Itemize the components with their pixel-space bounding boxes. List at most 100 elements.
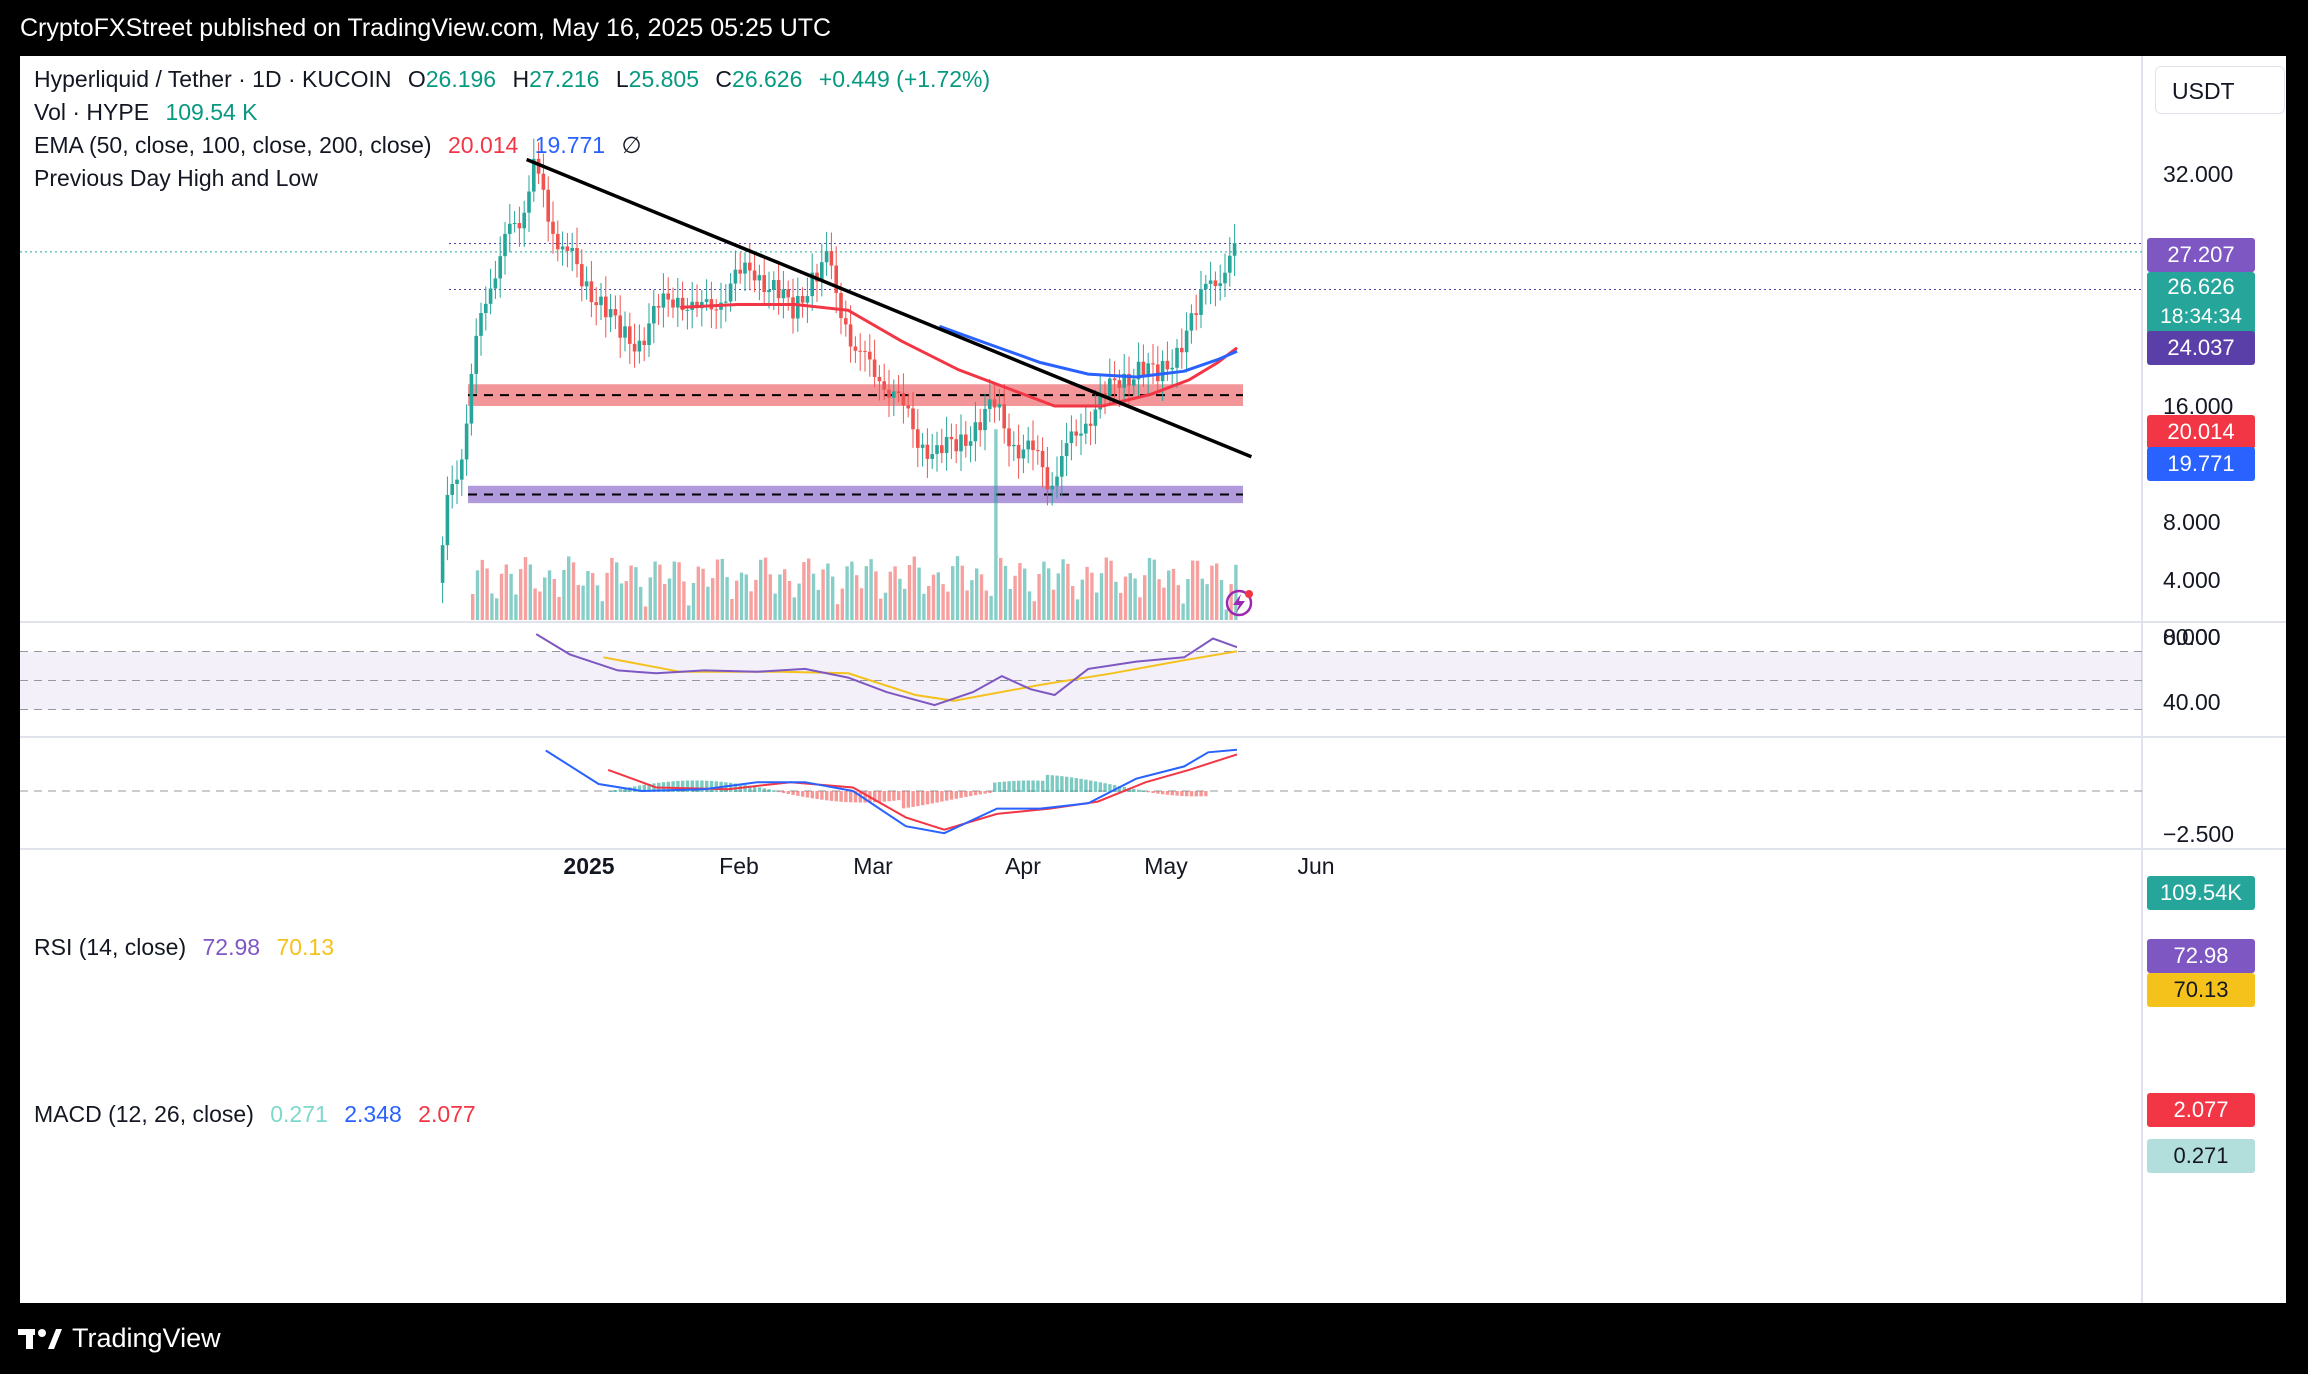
legend-macd-label[interactable]: MACD (12, 26, close) [34, 1101, 254, 1127]
macd-histogram-bar [676, 780, 680, 792]
candle-body [1036, 450, 1040, 452]
volume-bar [720, 558, 724, 620]
eye-slash-icon[interactable]: ∅ [621, 132, 642, 158]
volume-bar [629, 565, 633, 620]
candle-body [1180, 347, 1184, 353]
volume-bar [682, 581, 686, 620]
macd-histogram-bar [671, 781, 675, 792]
volume-bar [1023, 568, 1027, 620]
candle-body [608, 309, 613, 318]
lightning-icon-bolt [1233, 594, 1245, 613]
chart-frame[interactable]: 32.00016.00012.0008.0004.0000.00080.0040… [20, 56, 2286, 1303]
legend-vol-label[interactable]: Vol · HYPE [34, 99, 150, 125]
candle-body [959, 434, 963, 452]
candle-body [1194, 313, 1198, 315]
legend-macd-signal: 2.077 [418, 1101, 476, 1127]
macd-histogram-bar [1098, 782, 1102, 792]
candle-body [964, 434, 968, 446]
candle-body [752, 270, 757, 281]
candle-body [680, 297, 685, 311]
candle-body [1045, 467, 1050, 490]
volume-bar [946, 591, 950, 620]
macd-histogram-bar [1204, 791, 1208, 797]
candle-body [527, 191, 531, 213]
volume-bar [547, 570, 552, 620]
macd-histogram-bar [762, 788, 766, 792]
macd-histogram-bar [978, 791, 982, 795]
volume-bar [735, 580, 739, 620]
tradingview-logo[interactable]: TradingView [18, 1323, 221, 1354]
candle-body [776, 280, 781, 299]
macd-histogram-bar [1141, 790, 1146, 792]
candle-body [920, 444, 925, 448]
volume-bar [999, 557, 1003, 620]
currency-button[interactable]: USDT [2155, 66, 2285, 114]
price-tick-label: 16.000 [2163, 393, 2233, 419]
macd-histogram-bar [1031, 780, 1035, 792]
legend-symbol[interactable]: Hyperliquid / Tether · 1D · KUCOIN [34, 66, 392, 92]
volume-bar [1003, 565, 1008, 620]
candle-body [479, 313, 483, 336]
volume-bar [1224, 609, 1228, 620]
legend-rsi-label[interactable]: RSI (14, close) [34, 934, 187, 960]
macd-histogram-bar [623, 788, 627, 792]
legend-ema-label[interactable]: EMA (50, close, 100, close, 200, close) [34, 132, 432, 158]
candle-body [541, 173, 546, 190]
candle-body [781, 289, 786, 299]
candle-body [575, 247, 579, 265]
candle-body [685, 309, 690, 311]
macd-histogram-bar [1175, 791, 1179, 796]
macd-histogram-bar [609, 791, 613, 792]
macd-histogram-bar [613, 790, 618, 792]
candle-body [1232, 243, 1237, 256]
candle-body [935, 445, 939, 455]
macd-histogram-bar [873, 791, 877, 803]
macd-histogram-bar [945, 791, 949, 801]
candle-body [1151, 363, 1155, 365]
macd-histogram-bar [949, 791, 954, 800]
volume-bar [648, 577, 652, 620]
macd-histogram-bar [906, 791, 910, 808]
candle-body [1189, 313, 1194, 331]
volume-bar [869, 559, 873, 620]
macd-histogram-bar [829, 791, 834, 801]
volume-bar [1123, 576, 1128, 620]
candle-body [1103, 393, 1107, 396]
footer-bar: TradingView [0, 1303, 2308, 1374]
volume-bar [557, 596, 561, 620]
volume-bar [1152, 559, 1156, 620]
volume-bar [912, 556, 916, 620]
macd-histogram-bar [1108, 784, 1112, 792]
macd-histogram-bar [767, 789, 771, 792]
volume-bar [1032, 601, 1036, 620]
macd-histogram-bar [839, 791, 843, 802]
legend-close: 26.626 [732, 66, 803, 92]
volume-bar [1090, 572, 1094, 620]
candle-body [445, 494, 450, 546]
candle-body [877, 376, 882, 382]
price-tick-label: 0.000 [2163, 624, 2221, 650]
candle-body [661, 293, 666, 308]
volume-bar [826, 563, 830, 620]
volume-bar [672, 561, 676, 620]
macd-histogram-bar [1185, 791, 1189, 797]
volume-bar [979, 574, 984, 620]
rsi-tag: 72.98 [2147, 939, 2255, 973]
candle-body [666, 293, 670, 300]
descending-trendline [525, 157, 1253, 459]
candle-body [997, 404, 1002, 408]
volume-bar [696, 566, 700, 620]
candle-body [1160, 360, 1165, 382]
candle-body [1021, 449, 1026, 459]
volume-bar [797, 583, 801, 620]
price-tick-label: 32.000 [2163, 161, 2233, 187]
volume-bar [1027, 591, 1032, 620]
volume-bar [855, 575, 859, 620]
macd-histogram-bar [618, 789, 622, 792]
legend-pdhl-label[interactable]: Previous Day High and Low [34, 165, 318, 191]
lightning-icon-dot [1245, 590, 1253, 598]
bar-countdown: 18:34:34 [2160, 305, 2242, 328]
candle-body [786, 289, 790, 298]
volume-bar [528, 564, 532, 620]
volume-bar [677, 562, 681, 620]
